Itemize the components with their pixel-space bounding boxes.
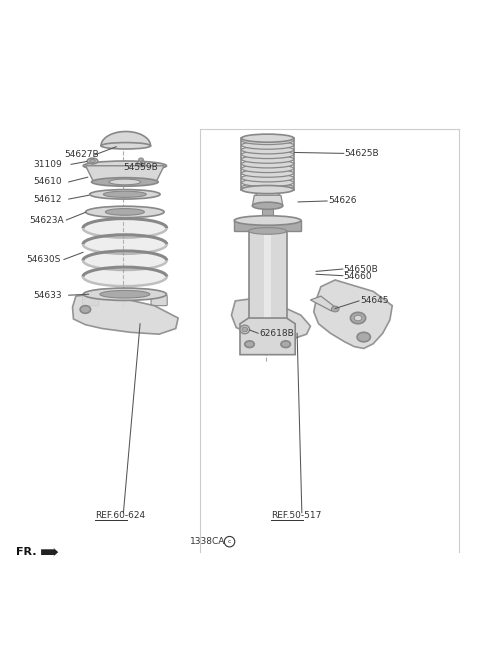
Polygon shape [83, 267, 167, 286]
Ellipse shape [241, 160, 294, 168]
Text: 54645: 54645 [360, 296, 388, 306]
Polygon shape [314, 280, 392, 348]
Polygon shape [72, 294, 178, 334]
Ellipse shape [241, 164, 294, 173]
Ellipse shape [252, 202, 283, 210]
Ellipse shape [245, 341, 254, 348]
Polygon shape [311, 296, 335, 311]
Ellipse shape [139, 158, 144, 161]
Ellipse shape [80, 306, 91, 313]
Text: 54612: 54612 [33, 194, 61, 204]
Text: REF.50-517: REF.50-517 [271, 510, 321, 520]
Ellipse shape [241, 179, 294, 187]
Ellipse shape [242, 327, 248, 332]
Text: 62618B: 62618B [259, 328, 294, 338]
Text: 54630S: 54630S [26, 255, 60, 264]
Polygon shape [252, 195, 283, 206]
Ellipse shape [83, 288, 167, 300]
Ellipse shape [83, 161, 167, 171]
Polygon shape [83, 251, 167, 270]
Text: 54633: 54633 [33, 290, 61, 300]
Text: 54625B: 54625B [345, 149, 379, 158]
Polygon shape [231, 299, 311, 339]
Ellipse shape [249, 227, 287, 235]
Text: 54610: 54610 [33, 177, 61, 187]
FancyBboxPatch shape [83, 295, 99, 306]
Ellipse shape [256, 190, 279, 200]
Polygon shape [83, 235, 167, 254]
Text: FR.: FR. [16, 547, 37, 557]
FancyBboxPatch shape [151, 295, 167, 306]
Ellipse shape [241, 183, 294, 191]
Ellipse shape [241, 146, 294, 154]
Polygon shape [249, 226, 287, 324]
Ellipse shape [241, 150, 294, 158]
Ellipse shape [350, 312, 366, 324]
Ellipse shape [241, 141, 294, 149]
Text: 54627B: 54627B [64, 150, 98, 159]
Ellipse shape [85, 206, 164, 217]
Ellipse shape [241, 185, 294, 194]
Text: 54559B: 54559B [123, 163, 158, 172]
Polygon shape [240, 318, 295, 355]
Text: 54650B: 54650B [344, 265, 379, 273]
Ellipse shape [240, 325, 250, 334]
Ellipse shape [241, 137, 294, 145]
Ellipse shape [241, 169, 294, 177]
Text: c: c [228, 539, 231, 544]
Polygon shape [264, 229, 271, 321]
Polygon shape [263, 204, 273, 226]
Ellipse shape [109, 179, 141, 185]
Ellipse shape [87, 158, 98, 164]
Ellipse shape [90, 160, 96, 163]
Ellipse shape [101, 143, 151, 149]
Ellipse shape [105, 208, 144, 215]
Polygon shape [101, 131, 151, 146]
Polygon shape [234, 221, 301, 231]
Ellipse shape [241, 155, 294, 163]
Ellipse shape [331, 306, 339, 312]
Ellipse shape [137, 160, 145, 166]
Text: REF.60-624: REF.60-624 [95, 510, 145, 520]
Ellipse shape [92, 177, 158, 186]
Ellipse shape [354, 315, 362, 321]
Text: 54660: 54660 [344, 271, 372, 281]
Polygon shape [85, 166, 164, 182]
Ellipse shape [103, 191, 146, 197]
Ellipse shape [241, 134, 294, 142]
Ellipse shape [234, 215, 301, 225]
Ellipse shape [241, 174, 294, 182]
Text: 1338CA: 1338CA [190, 537, 226, 546]
Ellipse shape [281, 341, 290, 348]
Ellipse shape [90, 190, 160, 199]
Text: 54623A: 54623A [30, 215, 64, 225]
Polygon shape [41, 547, 58, 557]
Text: 54626: 54626 [328, 196, 357, 206]
Text: 31109: 31109 [33, 160, 62, 169]
Ellipse shape [357, 332, 371, 342]
Ellipse shape [100, 290, 150, 298]
Polygon shape [83, 219, 167, 238]
